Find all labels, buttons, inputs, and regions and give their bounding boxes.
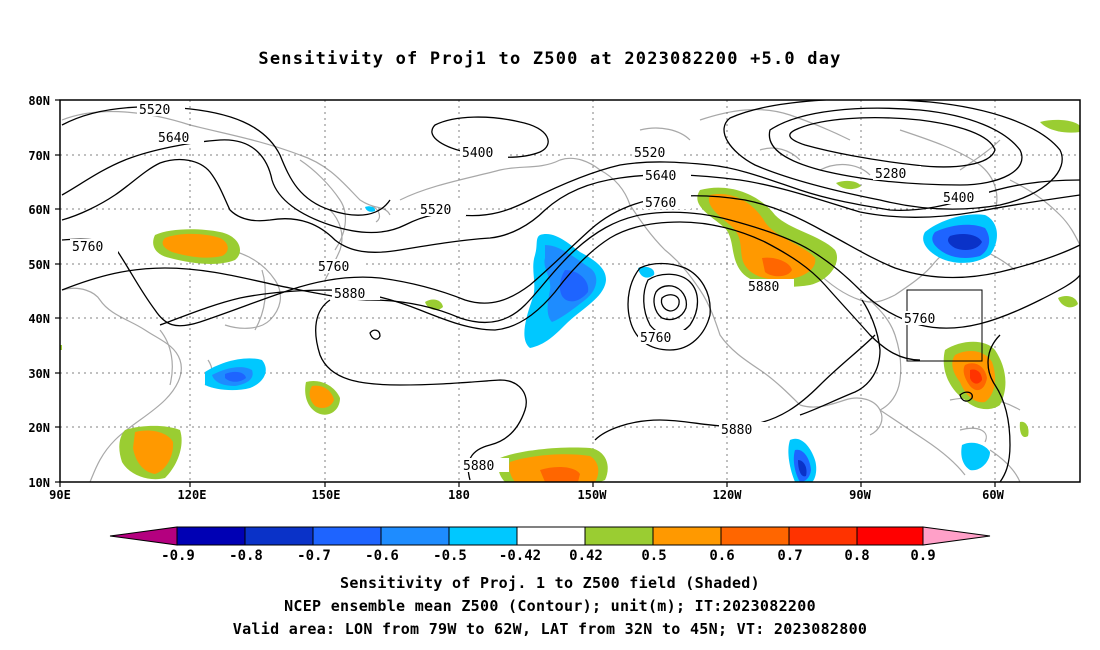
lat-label: 20N [28, 421, 50, 435]
colorbar-low-arrow [109, 526, 178, 546]
contour-label: 5880 [748, 280, 779, 295]
colorbar-segment [720, 526, 790, 546]
contour-label: 5640 [645, 169, 676, 184]
lat-label: 40N [28, 312, 50, 326]
colorbar: -0.9 -0.8 -0.7 -0.6 -0.5 -0.42 0.42 0.5 … [109, 526, 991, 564]
colorbar-label: -0.5 [433, 548, 467, 564]
lat-label: 80N [28, 94, 50, 108]
contour-label: 5640 [158, 131, 189, 146]
colorbar-label: -0.7 [297, 548, 331, 564]
colorbar-segment [788, 526, 858, 546]
colorbar-label: -0.6 [365, 548, 399, 564]
lon-label: 90W [849, 488, 871, 502]
contour-label: 5760 [645, 196, 676, 211]
negative-sensitivity-shading [205, 206, 997, 482]
colorbar-label: -0.42 [499, 548, 541, 564]
lon-label: 150E [312, 488, 341, 502]
longitude-labels: 90E 120E 150E 180 150W 120W 90W 60W [49, 488, 1004, 502]
colorbar-label: -0.9 [161, 548, 195, 564]
lat-label: 50N [28, 258, 50, 272]
contour-label: 5880 [721, 423, 752, 438]
contour-label: 5760 [318, 260, 349, 275]
colorbar-label: 0.9 [910, 548, 935, 564]
lon-label: 60W [982, 488, 1004, 502]
contour-label: 5760 [72, 240, 103, 255]
colorbar-segment [312, 526, 382, 546]
map-title: Sensitivity of Proj1 to Z500 at 20230822… [258, 49, 842, 69]
contour-label: 5280 [875, 167, 906, 182]
colorbar-label: 0.5 [641, 548, 666, 564]
positive-sensitivity-shading [60, 119, 1080, 482]
colorbar-segment [448, 526, 518, 546]
z500-contours [61, 100, 1080, 482]
lat-label: 70N [28, 149, 50, 163]
colorbar-high-arrow [922, 526, 991, 546]
colorbar-label: -0.8 [229, 548, 263, 564]
caption-line-3: Valid area: LON from 79W to 62W, LAT fro… [232, 620, 868, 638]
valid-area-box [906, 289, 983, 362]
contour-label: 5880 [463, 459, 494, 474]
colorbar-label: 0.8 [844, 548, 869, 564]
contour-label: 5760 [904, 312, 935, 327]
colorbar-segment [584, 526, 654, 546]
lon-label: 120W [713, 488, 743, 502]
contour-label: 5400 [943, 191, 974, 206]
caption-line-2: NCEP ensemble mean Z500 (Contour); unit(… [284, 597, 816, 615]
coastlines [61, 108, 1080, 482]
colorbar-label: 0.42 [569, 548, 603, 564]
lon-grid [189, 100, 996, 482]
axis-ticks [55, 99, 996, 487]
colorbar-label: 0.6 [709, 548, 734, 564]
contour-label: 5520 [634, 146, 665, 161]
caption-line-1: Sensitivity of Proj. 1 to Z500 field (Sh… [340, 574, 760, 592]
lon-label: 90E [49, 488, 71, 502]
lat-label: 30N [28, 367, 50, 381]
colorbar-segment [516, 526, 586, 546]
contour-label: 5520 [139, 103, 170, 118]
contour-label: 5520 [420, 203, 451, 218]
latitude-labels: 80N 70N 60N 50N 40N 30N 20N 10N [28, 94, 50, 490]
colorbar-label: 0.7 [777, 548, 802, 564]
contour-label: 5760 [640, 331, 671, 346]
colorbar-segment [380, 526, 450, 546]
lon-label: 180 [448, 488, 470, 502]
map-frame [59, 99, 1081, 483]
lon-label: 120E [178, 488, 207, 502]
contour-labels: 5520 5640 5400 5520 5520 5640 5760 5280 … [70, 102, 989, 474]
lat-label: 60N [28, 203, 50, 217]
contour-label: 5880 [334, 287, 365, 302]
colorbar-segment [176, 526, 246, 546]
colorbar-segment [244, 526, 314, 546]
contour-label: 5400 [462, 146, 493, 161]
colorbar-segment [652, 526, 722, 546]
colorbar-segment [856, 526, 924, 546]
lon-label: 150W [578, 488, 608, 502]
lat-label: 10N [28, 476, 50, 490]
